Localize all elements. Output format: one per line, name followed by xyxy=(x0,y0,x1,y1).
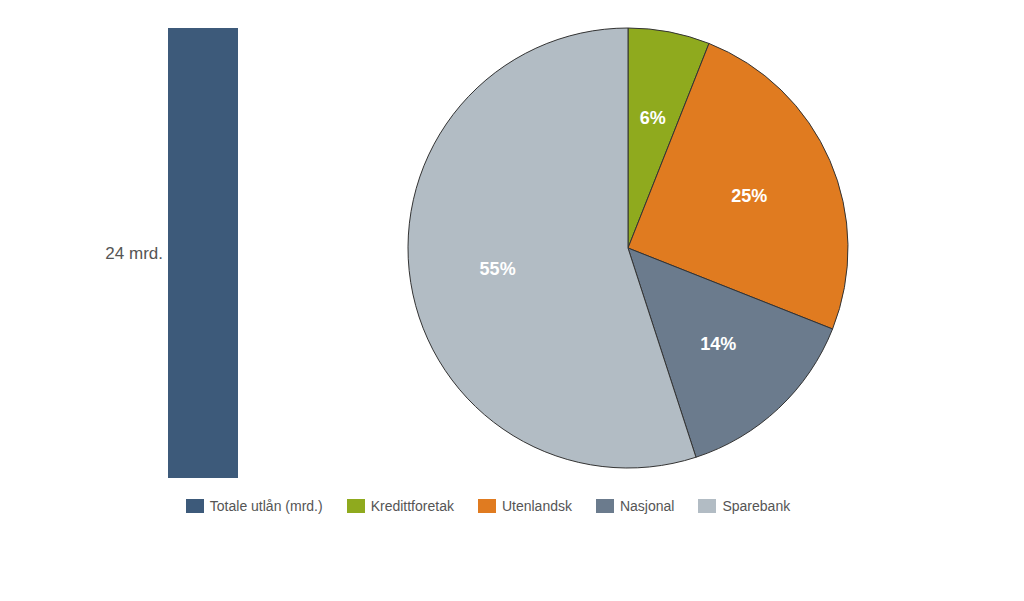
svg-text:25%: 25% xyxy=(731,186,767,206)
svg-text:14%: 14% xyxy=(700,334,736,354)
svg-text:24 mrd.: 24 mrd. xyxy=(105,244,163,263)
html-text:Totale utlån (mrd.): Totale utlån (mrd.) xyxy=(209,498,323,514)
svg-text:6%: 6% xyxy=(640,108,666,128)
html-text:Utenlandsk: Utenlandsk xyxy=(501,498,572,514)
html-text:Kredittforetak: Kredittforetak xyxy=(370,498,454,514)
svg-text:55%: 55% xyxy=(480,259,516,279)
html-text:Sparebank: Sparebank xyxy=(722,498,791,514)
html-text:Nasjonal: Nasjonal xyxy=(620,498,675,514)
